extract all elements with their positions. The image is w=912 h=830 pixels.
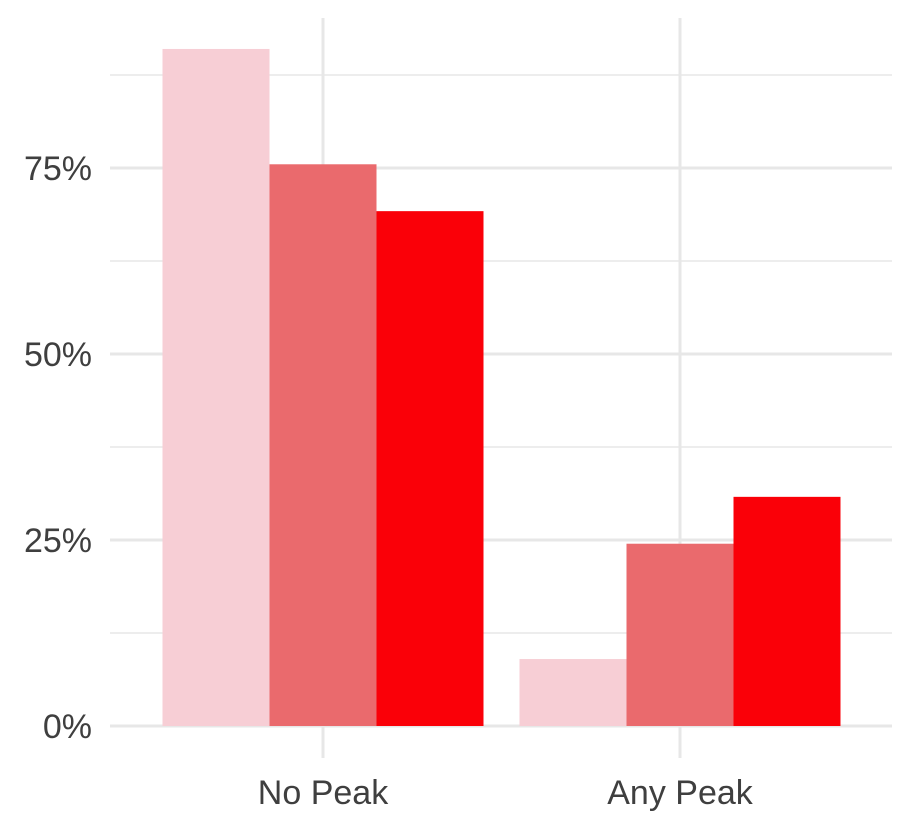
bar xyxy=(626,543,734,726)
x-tick-label: No Peak xyxy=(258,774,389,812)
bar xyxy=(376,211,484,727)
bar xyxy=(269,164,377,726)
bars xyxy=(162,48,841,727)
y-tick-label: 75% xyxy=(24,150,92,188)
bar xyxy=(519,659,627,726)
bar xyxy=(733,496,841,726)
y-tick-label: 25% xyxy=(24,522,92,560)
y-tick-label: 50% xyxy=(24,336,92,374)
x-tick-label: Any Peak xyxy=(607,774,754,812)
bar xyxy=(162,48,270,726)
y-axis: 0% 25% 50% 75% xyxy=(24,150,92,746)
y-tick-label: 0% xyxy=(43,708,92,746)
x-axis: No Peak Any Peak xyxy=(258,774,754,812)
